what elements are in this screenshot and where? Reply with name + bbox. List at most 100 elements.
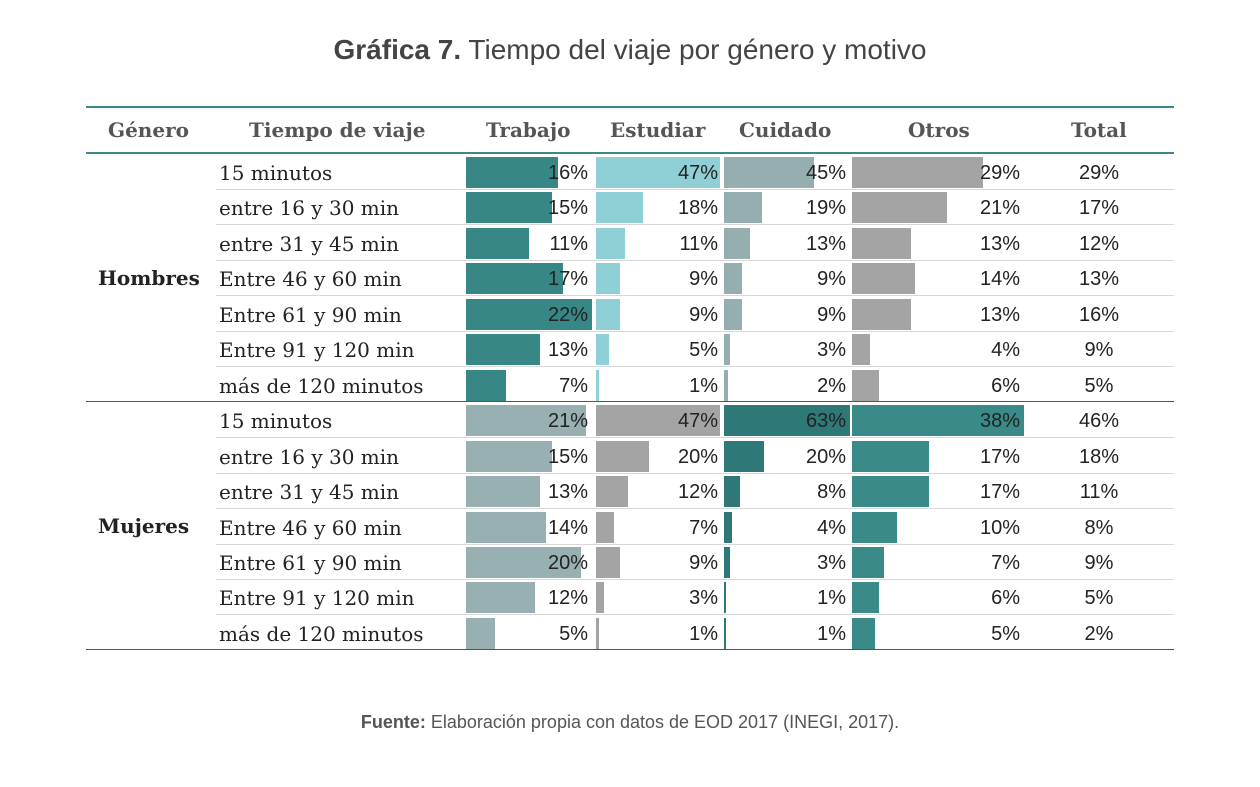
bar-estudiar	[596, 511, 615, 543]
table-row: Entre 91 y 120 min 13% 5% 3% 4% 9%	[86, 332, 1174, 368]
table-row: más de 120 minutos 5% 1% 1% 5% 2%	[86, 616, 1174, 651]
cell-trabajo: 7%	[466, 368, 592, 403]
cell-cuidado: 63%	[724, 403, 850, 438]
cell-estudiar: 9%	[596, 545, 722, 580]
bar-trabajo	[466, 369, 507, 401]
row-label: Entre 61 y 90 min	[219, 302, 402, 327]
value-label: 19%	[805, 197, 846, 220]
value-label: 14%	[547, 516, 588, 539]
cell-otros: 17%	[852, 439, 1024, 474]
column-header-genero: Género	[108, 118, 189, 142]
cell-cuidado: 8%	[724, 474, 850, 509]
table-row: entre 31 y 45 min 11% 11% 13% 13% 12%	[86, 226, 1174, 261]
row-label: más de 120 minutos	[219, 621, 424, 646]
value-label: 6%	[991, 374, 1020, 397]
cell-estudiar: 1%	[596, 368, 722, 403]
row-separator	[216, 366, 1174, 368]
cell-otros: 7%	[852, 545, 1024, 580]
cell-cuidado: 45%	[724, 155, 850, 190]
cell-estudiar: 5%	[596, 332, 722, 367]
cell-otros: 6%	[852, 580, 1024, 615]
total-value: 16%	[1078, 303, 1120, 326]
bar-estudiar	[596, 298, 620, 330]
table-row: más de 120 minutos 7% 1% 2% 6% 5%	[86, 368, 1174, 403]
value-label: 9%	[689, 551, 718, 574]
table-row: Entre 46 y 60 min 14% 7% 4% 10% 8%	[86, 510, 1174, 545]
bar-estudiar	[596, 369, 599, 401]
group-label-mujeres: Mujeres	[98, 514, 190, 539]
value-label: 1%	[689, 374, 718, 397]
column-header-otros: Otros	[908, 118, 970, 142]
cell-trabajo: 16%	[466, 155, 592, 190]
cell-cuidado: 2%	[724, 368, 850, 403]
bar-otros	[852, 298, 911, 330]
value-label: 22%	[547, 303, 588, 326]
bar-otros	[852, 157, 984, 188]
value-label: 21%	[547, 410, 588, 433]
table-row: 15 minutos 21% 47% 63% 38% 46%	[86, 403, 1174, 439]
cell-otros: 38%	[852, 403, 1024, 438]
cell-estudiar: 7%	[596, 510, 722, 545]
cell-cuidado: 3%	[724, 545, 850, 580]
value-label: 21%	[979, 197, 1020, 220]
bar-cuidado	[724, 157, 814, 188]
group-divider	[86, 401, 1174, 402]
row-label: Entre 61 y 90 min	[219, 550, 402, 575]
chart-title-number: Gráfica 7.	[333, 34, 462, 65]
bar-otros	[852, 476, 929, 508]
bar-estudiar	[596, 227, 626, 259]
chart-title: Gráfica 7. Tiempo del viaje por género y…	[0, 34, 1260, 66]
bar-cuidado	[724, 476, 740, 508]
value-label: 10%	[979, 516, 1020, 539]
bar-trabajo	[466, 582, 535, 614]
cell-cuidado: 19%	[724, 190, 850, 225]
cell-trabajo: 14%	[466, 510, 592, 545]
row-label: entre 16 y 30 min	[219, 196, 400, 221]
value-label: 4%	[991, 339, 1020, 362]
bar-cuidado	[724, 369, 728, 401]
column-header-tiempo-de-viaje: Tiempo de viaje	[249, 118, 426, 142]
bar-trabajo	[466, 298, 592, 330]
cell-otros: 4%	[852, 332, 1024, 367]
bar-estudiar	[596, 617, 599, 649]
total-value: 29%	[1078, 162, 1120, 184]
bar-otros	[852, 546, 884, 578]
cell-trabajo: 17%	[466, 261, 592, 296]
cell-cuidado: 1%	[724, 616, 850, 651]
row-separator	[216, 543, 1174, 545]
cell-trabajo: 11%	[466, 226, 592, 261]
bar-cuidado	[724, 192, 762, 224]
row-separator	[216, 472, 1174, 474]
table-row: 15 minutos 16% 47% 45% 29% 29%	[86, 155, 1174, 190]
value-label: 20%	[805, 445, 846, 468]
cell-estudiar: 11%	[596, 226, 722, 261]
bar-otros	[852, 617, 875, 649]
cell-trabajo: 21%	[466, 403, 592, 438]
value-label: 15%	[547, 197, 588, 220]
bar-trabajo	[466, 476, 541, 508]
value-label: 7%	[689, 516, 718, 539]
cell-trabajo: 20%	[466, 545, 592, 580]
total-value: 5%	[1084, 374, 1114, 397]
row-label: Entre 91 y 120 min	[219, 586, 415, 611]
value-label: 47%	[677, 162, 718, 184]
table-row: Entre 46 y 60 min 17% 9% 9% 14% 13%	[86, 261, 1174, 297]
value-label: 20%	[547, 551, 588, 574]
bar-cuidado	[724, 617, 726, 649]
value-label: 3%	[689, 587, 718, 610]
cell-otros: 6%	[852, 368, 1024, 403]
row-label: entre 16 y 30 min	[219, 444, 400, 469]
table-header-rule	[86, 152, 1174, 154]
table-row: entre 31 y 45 min 13% 12% 8% 17% 11%	[86, 474, 1174, 510]
bar-estudiar	[596, 440, 649, 472]
cell-trabajo: 13%	[466, 332, 592, 367]
bar-trabajo	[466, 334, 541, 366]
cell-estudiar: 18%	[596, 190, 722, 225]
bar-otros	[852, 227, 911, 259]
cell-estudiar: 9%	[596, 297, 722, 332]
bar-cuidado	[724, 227, 750, 259]
total-value: 46%	[1078, 410, 1120, 433]
cell-otros: 10%	[852, 510, 1024, 545]
row-separator	[216, 189, 1174, 190]
cell-estudiar: 47%	[596, 155, 722, 190]
